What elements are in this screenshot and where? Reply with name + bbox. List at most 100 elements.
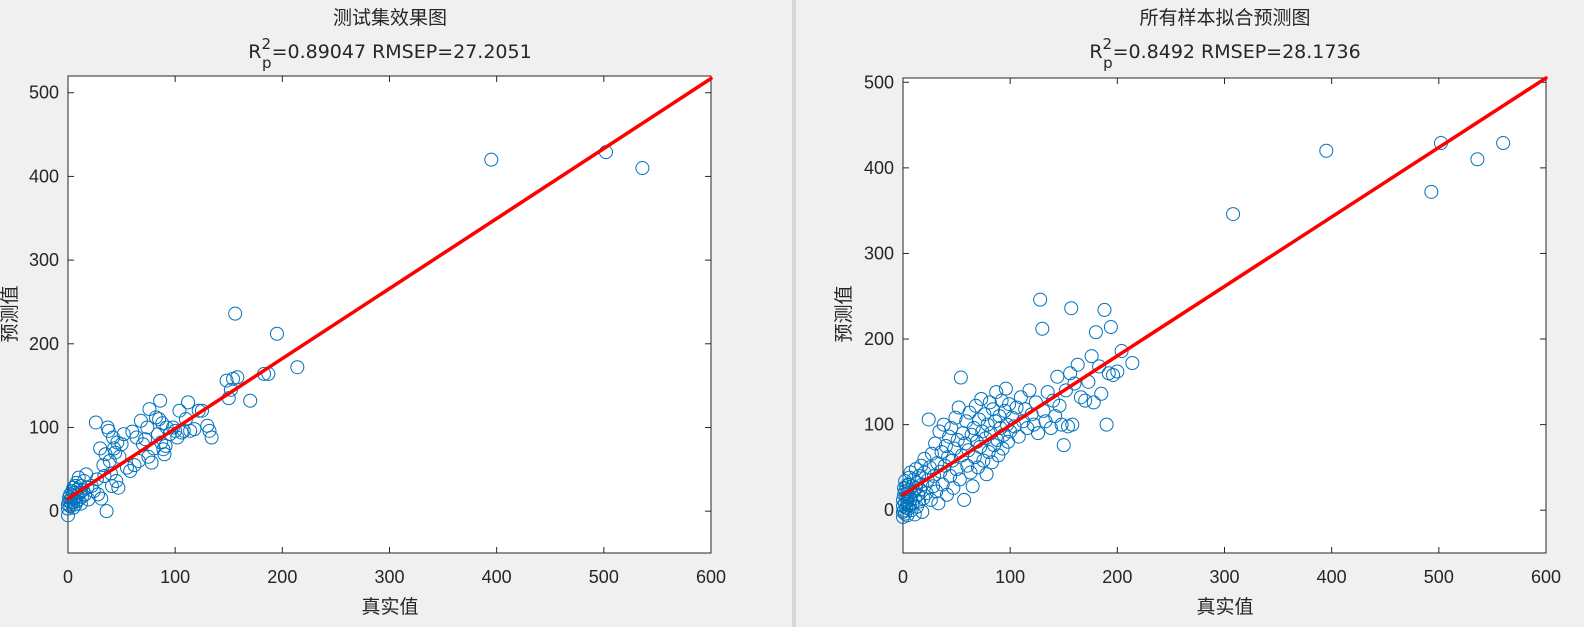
data-point: [974, 391, 989, 406]
data-point: [923, 492, 938, 507]
data-point: [973, 439, 988, 454]
data-point: [66, 500, 81, 515]
y-tick-label: 500: [29, 83, 59, 103]
data-point: [1110, 364, 1125, 379]
data-point: [106, 430, 121, 445]
r-prefix: R: [1089, 41, 1102, 63]
data-point: [931, 496, 946, 511]
data-point: [938, 439, 953, 454]
data-point: [204, 430, 219, 445]
chart-subtitle: R2 p=0.8492 RMSEP=28.1736: [1089, 35, 1360, 72]
data-point: [156, 442, 171, 457]
data-point: [960, 458, 975, 473]
data-point: [1070, 357, 1085, 372]
data-point: [1106, 367, 1121, 382]
data-point: [1125, 356, 1140, 370]
data-point: [900, 508, 915, 523]
x-axis-label: 真实值: [361, 596, 418, 618]
data-point: [980, 417, 995, 432]
y-tick-label: 100: [29, 417, 59, 437]
x-tick-label: 400: [1317, 567, 1347, 587]
data-point: [948, 410, 963, 425]
data-point: [1067, 376, 1082, 391]
data-point: [230, 370, 245, 385]
x-axis-label: 真实值: [1196, 596, 1253, 618]
data-point: [1424, 184, 1439, 199]
data-point: [73, 496, 88, 511]
data-point: [1470, 152, 1485, 167]
data-point: [1319, 143, 1334, 158]
y-tick-label: 400: [864, 158, 894, 178]
tick-group: 0 100 200 300 400 500 600 0 100 200 300 400 500: [29, 76, 726, 587]
chart-title: 所有样本拟合预测图: [1139, 7, 1310, 29]
data-point: [219, 373, 234, 388]
x-tick-label: 600: [696, 567, 726, 587]
data-point: [99, 504, 114, 519]
data-point: [127, 458, 142, 473]
metrics-text: =0.89047 RMSEP=27.2051: [272, 41, 532, 63]
data-point: [140, 420, 155, 435]
data-point: [1065, 417, 1080, 432]
data-point: [1002, 397, 1017, 412]
data-point: [144, 455, 159, 470]
axes-box: [902, 77, 1547, 554]
data-point: [1056, 438, 1071, 453]
data-point: [1040, 385, 1055, 400]
data-point: [1063, 366, 1078, 381]
axes-box: [67, 75, 712, 554]
y-tick-label: 0: [884, 500, 894, 520]
data-point: [1052, 398, 1067, 413]
data-point: [953, 370, 968, 385]
data-point: [936, 417, 951, 432]
data-point: [977, 407, 992, 422]
x-tick-label: 400: [482, 567, 512, 587]
data-point: [1054, 417, 1069, 432]
data-point: [194, 403, 209, 418]
x-tick-label: 200: [1102, 567, 1132, 587]
data-point: [952, 472, 967, 487]
data-point: [957, 492, 972, 507]
data-point: [116, 427, 131, 442]
data-point: [1114, 344, 1129, 359]
data-point: [965, 479, 980, 494]
data-point: [93, 441, 108, 456]
data-point: [912, 494, 927, 509]
y-tick-label: 200: [864, 329, 894, 349]
x-tick-label: 100: [160, 567, 190, 587]
data-point: [138, 432, 153, 447]
r-subscript: p: [1103, 54, 1113, 72]
r-prefix: R: [248, 41, 261, 63]
data-point: [155, 416, 170, 431]
chart-title: 测试集效果图: [333, 7, 447, 29]
x-tick-label: 500: [1424, 567, 1454, 587]
y-tick-label: 100: [864, 415, 894, 435]
data-point: [976, 453, 991, 468]
data-point: [935, 477, 950, 492]
r-superscript: 2: [1103, 35, 1113, 53]
y-tick-label: 300: [864, 243, 894, 263]
data-point: [89, 472, 104, 487]
x-tick-label: 0: [63, 567, 73, 587]
r-subscript: p: [262, 54, 272, 72]
data-point: [1009, 400, 1024, 415]
x-tick-label: 600: [1531, 567, 1561, 587]
y-axis-label: 预测值: [0, 285, 21, 342]
data-point: [290, 360, 305, 375]
data-point: [181, 395, 196, 410]
data-point: [88, 415, 103, 430]
data-point: [243, 393, 258, 408]
data-point: [1496, 136, 1511, 151]
data-point: [1058, 383, 1073, 398]
data-point: [1086, 395, 1101, 410]
data-point: [1035, 321, 1050, 336]
fit-line: [66, 76, 713, 501]
data-point: [1022, 383, 1037, 398]
x-tick-label: 300: [374, 567, 404, 587]
data-point: [269, 326, 284, 341]
x-tick-label: 200: [267, 567, 297, 587]
metrics-text: =0.8492 RMSEP=28.1736: [1113, 41, 1361, 63]
panel-divider: [792, 0, 796, 627]
data-point: [97, 469, 112, 484]
data-point: [1031, 426, 1046, 441]
data-point: [898, 474, 913, 489]
